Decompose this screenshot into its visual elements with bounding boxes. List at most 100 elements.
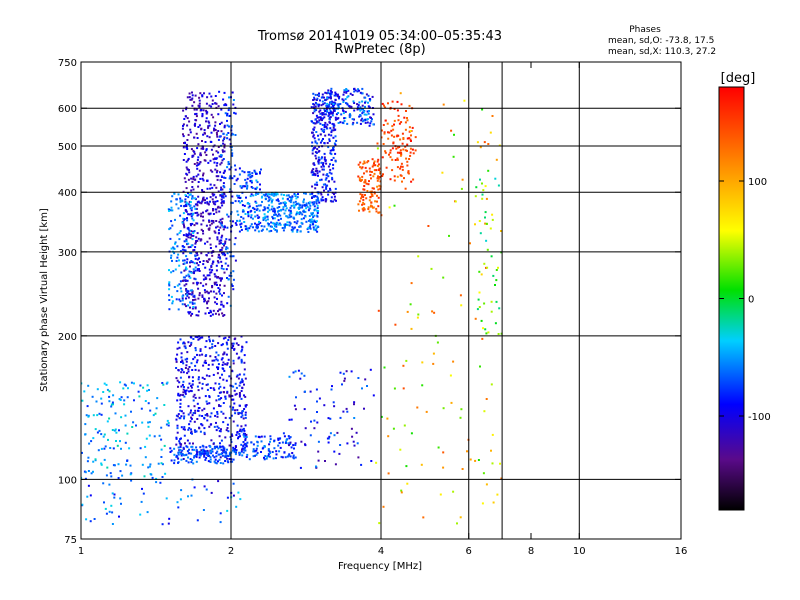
data-point	[203, 417, 206, 420]
data-point	[187, 213, 190, 216]
data-point	[343, 120, 346, 122]
data-point	[495, 300, 498, 303]
data-point	[269, 452, 272, 455]
data-point	[232, 398, 235, 401]
data-point	[230, 146, 233, 149]
data-point	[210, 222, 213, 225]
data-point	[332, 129, 335, 132]
data-point	[222, 150, 224, 153]
data-point	[207, 126, 210, 129]
data-point	[211, 448, 214, 451]
data-point	[490, 383, 493, 386]
data-point	[315, 465, 317, 468]
data-point	[218, 288, 221, 291]
data-point	[333, 434, 336, 437]
data-point	[103, 501, 105, 504]
data-point	[217, 205, 220, 208]
data-point	[185, 268, 188, 270]
data-point	[333, 195, 336, 198]
data-point	[320, 161, 323, 164]
data-point	[211, 269, 214, 272]
data-point	[311, 201, 314, 204]
data-point	[330, 131, 333, 134]
data-point	[328, 96, 330, 99]
data-point	[194, 113, 197, 116]
data-point	[304, 215, 307, 218]
data-point	[274, 194, 277, 197]
data-point	[316, 198, 319, 201]
data-point	[364, 378, 367, 381]
data-point	[214, 275, 217, 278]
data-point	[245, 436, 248, 438]
data-point	[494, 177, 497, 180]
data-point	[179, 445, 182, 448]
data-point	[315, 202, 318, 205]
data-point	[239, 452, 242, 455]
data-point	[197, 297, 200, 300]
data-point	[244, 377, 247, 380]
data-point	[295, 213, 298, 216]
data-point	[217, 256, 220, 259]
data-point	[217, 113, 220, 116]
data-point	[486, 266, 489, 269]
data-point	[461, 178, 464, 181]
data-point	[186, 279, 189, 282]
data-point	[393, 204, 396, 207]
data-point	[245, 456, 248, 458]
data-point	[234, 445, 237, 448]
data-point	[325, 177, 328, 180]
data-point	[442, 407, 445, 410]
data-point	[281, 456, 284, 459]
data-point	[210, 452, 213, 455]
data-point	[321, 196, 324, 199]
data-point	[222, 228, 225, 231]
data-point	[294, 193, 297, 196]
data-point	[149, 463, 152, 466]
data-point	[401, 165, 404, 168]
data-point	[187, 405, 190, 408]
data-point	[120, 447, 122, 450]
data-point	[206, 402, 209, 405]
data-point	[310, 220, 313, 223]
data-point	[327, 193, 330, 196]
data-point	[206, 413, 209, 415]
data-point	[260, 229, 263, 232]
data-point	[220, 260, 223, 263]
data-point	[389, 156, 392, 159]
data-point	[212, 309, 215, 312]
data-point	[96, 388, 99, 391]
data-point	[140, 407, 143, 410]
data-point	[109, 447, 112, 449]
data-point	[324, 91, 327, 94]
data-point	[377, 177, 380, 180]
data-point	[353, 417, 356, 419]
data-point	[316, 116, 319, 119]
data-point	[317, 440, 320, 443]
data-point	[199, 446, 202, 449]
data-point	[199, 152, 202, 155]
data-point	[223, 91, 226, 94]
data-point	[343, 91, 346, 94]
data-point	[309, 207, 312, 210]
data-point	[198, 124, 201, 127]
data-point	[258, 220, 260, 223]
data-point	[213, 445, 216, 448]
data-point	[228, 394, 231, 397]
data-point	[288, 375, 291, 378]
data-point	[110, 405, 113, 408]
data-point	[240, 450, 243, 453]
data-point	[194, 269, 197, 272]
data-point	[223, 124, 226, 127]
data-point	[190, 209, 193, 212]
data-point	[267, 193, 269, 196]
data-point	[352, 121, 355, 124]
data-point	[275, 453, 278, 456]
data-point	[204, 414, 207, 417]
data-point	[184, 200, 187, 203]
data-point	[212, 339, 214, 342]
data-point	[171, 259, 173, 262]
data-point	[94, 458, 97, 461]
data-point	[375, 207, 378, 210]
data-point	[297, 202, 300, 205]
data-point	[220, 439, 223, 442]
